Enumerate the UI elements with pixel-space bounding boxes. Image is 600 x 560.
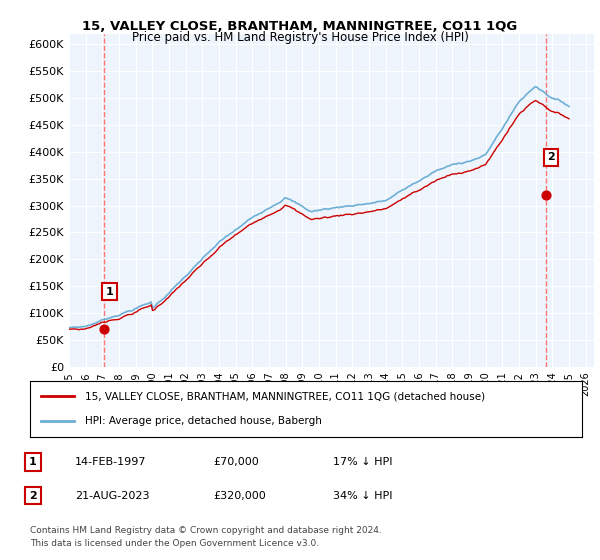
Text: HPI: Average price, detached house, Babergh: HPI: Average price, detached house, Babe… [85, 416, 322, 426]
Text: 15, VALLEY CLOSE, BRANTHAM, MANNINGTREE, CO11 1QG: 15, VALLEY CLOSE, BRANTHAM, MANNINGTREE,… [82, 20, 518, 32]
Text: 1: 1 [106, 287, 113, 297]
Text: Contains HM Land Registry data © Crown copyright and database right 2024.: Contains HM Land Registry data © Crown c… [30, 526, 382, 535]
Point [541, 190, 551, 199]
Text: Price paid vs. HM Land Registry's House Price Index (HPI): Price paid vs. HM Land Registry's House … [131, 31, 469, 44]
Text: 1: 1 [29, 457, 37, 467]
Point [100, 325, 109, 334]
Text: £320,000: £320,000 [213, 491, 266, 501]
Text: 34% ↓ HPI: 34% ↓ HPI [333, 491, 392, 501]
Text: 15, VALLEY CLOSE, BRANTHAM, MANNINGTREE, CO11 1QG (detached house): 15, VALLEY CLOSE, BRANTHAM, MANNINGTREE,… [85, 391, 485, 402]
Text: 2: 2 [29, 491, 37, 501]
Text: 14-FEB-1997: 14-FEB-1997 [75, 457, 146, 467]
Text: 2: 2 [547, 152, 555, 162]
Text: This data is licensed under the Open Government Licence v3.0.: This data is licensed under the Open Gov… [30, 539, 319, 548]
Text: 21-AUG-2023: 21-AUG-2023 [75, 491, 149, 501]
Text: £70,000: £70,000 [213, 457, 259, 467]
Text: 17% ↓ HPI: 17% ↓ HPI [333, 457, 392, 467]
